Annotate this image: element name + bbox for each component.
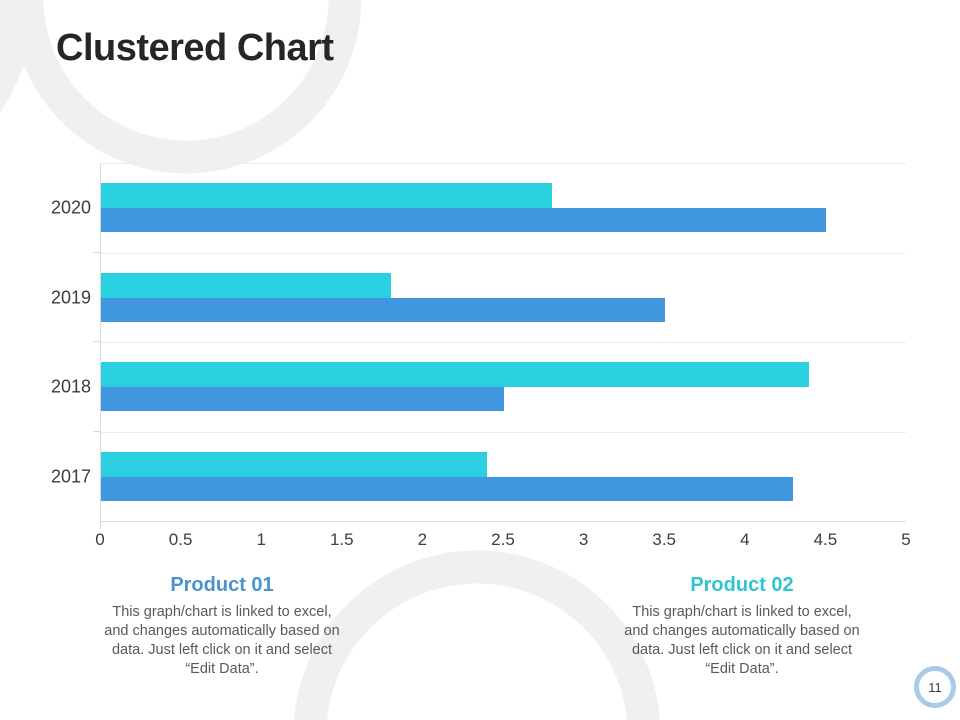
- callout-body-line: and changes automatically based on: [624, 623, 860, 639]
- y-axis-category-label: 2018: [50, 376, 91, 397]
- bottom-center-ring-icon: [294, 550, 660, 720]
- callout-body-line: This graph/chart is linked to excel,: [112, 604, 332, 620]
- x-axis-tick-label: 3.5: [652, 530, 677, 549]
- x-axis-tick-label: 4.5: [813, 530, 838, 549]
- callout-product-02: Product 02 This graph/chart is linked to…: [607, 574, 877, 679]
- bar-product-01[interactable]: [101, 297, 665, 322]
- y-axis-category-label: 2020: [50, 197, 91, 218]
- y-axis-tick: [93, 430, 100, 432]
- callout-product-01: Product 01 This graph/chart is linked to…: [87, 574, 357, 679]
- x-axis-tick-label: 2.5: [491, 530, 515, 549]
- callout-body-line: This graph/chart is linked to excel,: [632, 604, 852, 620]
- bar-product-02[interactable]: [101, 183, 552, 208]
- page-title: Clustered Chart: [56, 27, 334, 69]
- y-axis-tick: [93, 341, 100, 342]
- chart-plot-area[interactable]: 2020 2019 2018 2017: [51, 163, 906, 529]
- callout-body-line: data. Just left click on it and select: [111, 642, 333, 658]
- y-axis-category-label: 2017: [50, 466, 91, 487]
- x-axis-origin-tick: [100, 521, 101, 529]
- bar-product-01[interactable]: [101, 476, 794, 501]
- y-axis-tick: [93, 251, 100, 253]
- callout-body-line: “Edit Data”.: [705, 661, 779, 677]
- chart-x-axis: 0 0.5 1 1.5 2 2.5 3 3.5 4 4.5 5: [95, 530, 910, 552]
- chart-category-row: 2017: [51, 431, 906, 522]
- clustered-bar-chart[interactable]: 2020 2019 2018 2017 0 0.5 1 1.5 2 2.5 3 3.5 4 4.5 5: [0, 0, 960, 560]
- callout-heading: Product 01: [170, 574, 274, 596]
- x-axis-tick-label: 1: [256, 530, 266, 549]
- x-axis-tick-label: 0: [95, 530, 105, 549]
- top-left-corner-arc-icon: [0, 0, 39, 114]
- callout-heading: Product 02: [690, 574, 794, 596]
- x-axis-tick-label: 1.5: [329, 530, 354, 549]
- x-axis-tick-label: 4: [740, 530, 750, 549]
- callout-body-line: data. Just left click on it and select: [631, 642, 853, 658]
- bar-product-02[interactable]: [101, 272, 391, 298]
- callout-body-line: “Edit Data”.: [185, 661, 259, 677]
- x-axis-tick-label: 3: [578, 530, 589, 549]
- chart-category-row: 2019: [51, 252, 906, 343]
- y-axis-category-label: 2019: [50, 287, 91, 308]
- bar-product-01[interactable]: [101, 208, 826, 232]
- top-left-ring-icon: [10, 0, 362, 174]
- page-number-badge: 11: [914, 666, 956, 708]
- chart-category-row: 2018: [51, 342, 906, 432]
- x-axis-tick-label: 5: [901, 530, 911, 549]
- x-axis-tick-label: 0.5: [168, 530, 193, 549]
- chart-category-row: 2020: [51, 163, 906, 253]
- bar-product-02[interactable]: [101, 362, 810, 387]
- bar-product-01[interactable]: [101, 387, 504, 411]
- bar-product-02[interactable]: [101, 451, 488, 477]
- x-axis-tick-label: 2: [417, 530, 428, 549]
- callout-body-line: and changes automatically based on: [104, 623, 340, 639]
